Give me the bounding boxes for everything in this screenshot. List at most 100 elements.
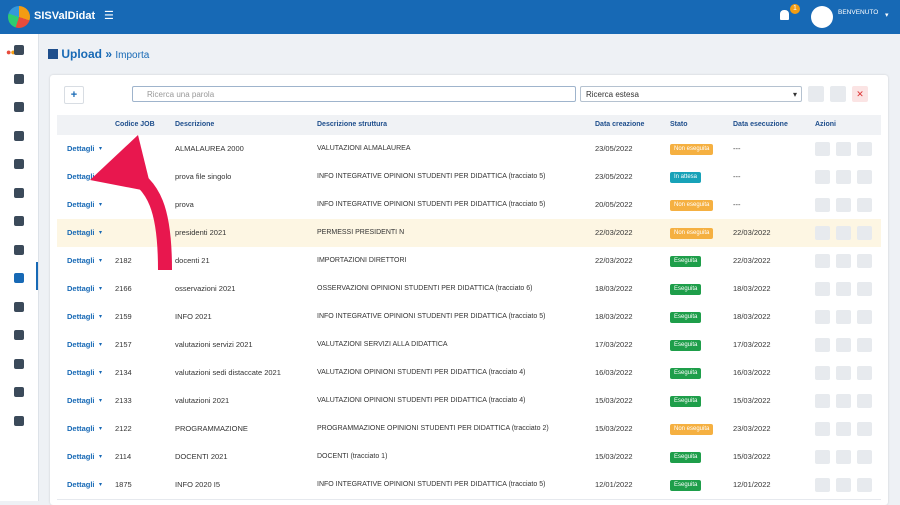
details-toggle[interactable]: Dettagli [67, 200, 95, 209]
status-badge: Eseguita [670, 480, 702, 491]
delete-button[interactable] [857, 478, 872, 492]
avatar[interactable] [811, 6, 833, 28]
edit-button[interactable] [836, 226, 851, 240]
row-caret: ▾ [99, 146, 103, 152]
details-toggle[interactable]: Dettagli [67, 256, 95, 265]
edit-button[interactable] [836, 142, 851, 156]
delete-button[interactable] [857, 142, 872, 156]
delete-button[interactable] [857, 422, 872, 436]
column-header[interactable]: Descrizione [175, 121, 215, 128]
details-toggle[interactable]: Dettagli [67, 424, 95, 433]
details-toggle[interactable]: Dettagli [67, 284, 95, 293]
details-toggle[interactable]: Dettagli [67, 228, 95, 237]
settings-button[interactable] [815, 198, 830, 212]
columns-button[interactable] [830, 86, 846, 102]
settings-button[interactable] [815, 282, 830, 296]
edit-button[interactable] [836, 254, 851, 268]
edit-button[interactable] [836, 338, 851, 352]
column-header[interactable]: Descrizione struttura [317, 121, 388, 128]
settings-button[interactable] [815, 450, 830, 464]
breadcrumb: Upload » Importa [48, 47, 149, 61]
edit-button[interactable] [836, 282, 851, 296]
delete-button[interactable] [857, 310, 872, 324]
sidebar-icon[interactable] [14, 216, 24, 226]
settings-button[interactable] [815, 478, 830, 492]
creation-date: 18/03/2022 [595, 284, 633, 293]
delete-button[interactable] [857, 366, 872, 380]
delete-button[interactable] [857, 282, 872, 296]
structure-description: VALUTAZIONI ALMALAUREA [317, 145, 411, 152]
sidebar-icon[interactable] [14, 45, 24, 55]
details-toggle[interactable]: Dettagli [67, 144, 95, 153]
settings-button[interactable] [815, 142, 830, 156]
column-header[interactable]: Codice JOB [115, 121, 155, 128]
edit-button[interactable] [836, 310, 851, 324]
search-input[interactable]: Ricerca una parola [132, 86, 576, 102]
settings-button[interactable] [815, 366, 830, 380]
settings-button[interactable] [815, 422, 830, 436]
menu-toggle[interactable]: ☰ [104, 10, 114, 22]
extended-search[interactable]: Ricerca estesa ▾ [580, 86, 802, 102]
add-button[interactable]: + [64, 86, 84, 104]
execution-date: 16/03/2022 [733, 368, 771, 377]
breadcrumb-current[interactable]: Importa [115, 50, 150, 61]
row-caret: ▾ [99, 454, 103, 460]
sidebar-icon[interactable] [14, 187, 24, 198]
settings-button[interactable] [815, 338, 830, 352]
details-toggle[interactable]: Dettagli [67, 172, 95, 181]
settings-button[interactable] [815, 394, 830, 408]
table-row: Dettagli ▾ 2134 valutazioni sedi distaccate… [57, 359, 881, 388]
column-header[interactable]: Azioni [815, 121, 836, 128]
settings-button[interactable] [815, 254, 830, 268]
description: ALMALAUREA 2000 [175, 144, 244, 153]
execution-date: 18/03/2022 [733, 284, 771, 293]
edit-button[interactable] [836, 366, 851, 380]
details-toggle[interactable]: Dettagli [67, 452, 95, 461]
delete-button[interactable] [857, 450, 872, 464]
details-toggle[interactable]: Dettagli [67, 396, 95, 405]
clear-button[interactable]: ✕ [852, 86, 868, 102]
table-row: Dettagli ▾ 2159 INFO 2021 INFO INTEGRATIVE O… [57, 303, 881, 332]
structure-description: VALUTAZIONI OPINIONI STUDENTI PER DIDATT… [317, 369, 526, 376]
details-toggle[interactable]: Dettagli [67, 340, 95, 349]
sidebar-icon[interactable] [14, 415, 24, 426]
sidebar-icon[interactable] [14, 159, 24, 169]
settings-button[interactable] [815, 226, 830, 240]
details-toggle[interactable]: Dettagli [67, 312, 95, 321]
sidebar-icon[interactable] [14, 330, 24, 340]
sidebar-icon[interactable] [14, 358, 24, 369]
row-caret: ▾ [99, 314, 103, 320]
details-toggle[interactable]: Dettagli [67, 368, 95, 377]
sidebar-icon[interactable] [14, 387, 24, 397]
edit-button[interactable] [836, 198, 851, 212]
sidebar-icon[interactable] [14, 301, 24, 312]
sidebar-icon[interactable] [14, 73, 24, 84]
settings-button[interactable] [815, 170, 830, 184]
settings-button[interactable] [815, 310, 830, 324]
edit-button[interactable] [836, 450, 851, 464]
delete-button[interactable] [857, 226, 872, 240]
delete-button[interactable] [857, 394, 872, 408]
details-toggle[interactable]: Dettagli [67, 480, 95, 489]
delete-button[interactable] [857, 338, 872, 352]
description: DOCENTI 2021 [175, 452, 228, 461]
column-header[interactable]: Stato [670, 121, 688, 128]
column-header[interactable]: Data creazione [595, 121, 645, 128]
search-button[interactable] [808, 86, 824, 102]
column-header[interactable]: Data esecuzione [733, 121, 788, 128]
edit-button[interactable] [836, 394, 851, 408]
edit-button[interactable] [836, 478, 851, 492]
edit-button[interactable] [836, 422, 851, 436]
sidebar-icon[interactable] [14, 102, 24, 112]
sidebar-icon[interactable] [14, 273, 24, 283]
structure-description: INFO INTEGRATIVE OPINIONI STUDENTI PER D… [317, 481, 546, 488]
sidebar-icon[interactable] [14, 244, 24, 255]
bell[interactable] [780, 10, 789, 20]
user-menu[interactable]: ▾ [885, 12, 889, 19]
delete-button[interactable] [857, 198, 872, 212]
delete-button[interactable] [857, 170, 872, 184]
delete-button[interactable] [857, 254, 872, 268]
edit-button[interactable] [836, 170, 851, 184]
extended-search-label: Ricerca estesa [586, 90, 639, 99]
sidebar-icon[interactable] [14, 130, 24, 141]
